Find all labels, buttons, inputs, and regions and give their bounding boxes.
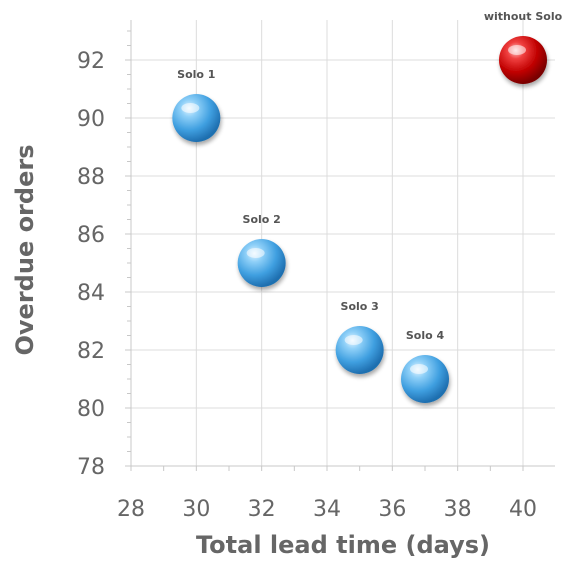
point-label: Solo 1 xyxy=(177,68,215,81)
axes xyxy=(125,20,555,471)
y-tick-label: 86 xyxy=(77,223,105,248)
point-marker xyxy=(335,326,384,374)
point-highlight xyxy=(508,45,526,55)
point-highlight xyxy=(410,364,428,374)
data-point xyxy=(401,355,449,403)
y-axis-title: Overdue orders xyxy=(11,145,39,356)
point-marker xyxy=(237,239,286,287)
data-point xyxy=(335,326,384,374)
point-highlight xyxy=(344,335,363,345)
data-point xyxy=(499,36,547,84)
x-tick-label: 30 xyxy=(182,497,210,522)
y-tick-label: 90 xyxy=(77,107,105,132)
x-tick-label: 36 xyxy=(378,497,406,522)
y-tick-label: 80 xyxy=(77,397,105,422)
y-tick-label: 78 xyxy=(77,455,105,480)
x-axis-title: Total lead time (days) xyxy=(196,531,490,559)
x-tick-label: 28 xyxy=(117,497,145,522)
x-tick-label: 38 xyxy=(444,497,472,522)
x-tick-label: 32 xyxy=(248,497,276,522)
point-marker xyxy=(172,94,221,142)
point-labels: Solo 1 Solo 2 Solo 3 Solo 4 without Solo xyxy=(177,10,562,342)
data-points xyxy=(172,36,547,403)
y-tick-label: 88 xyxy=(77,165,105,190)
data-point xyxy=(237,239,286,287)
point-marker xyxy=(401,355,449,403)
point-highlight xyxy=(181,103,200,113)
point-highlight xyxy=(246,248,265,258)
y-tick-label: 82 xyxy=(77,339,105,364)
x-tick-label: 34 xyxy=(313,497,341,522)
point-marker xyxy=(499,36,547,84)
y-tick-label: 92 xyxy=(77,49,105,74)
point-label: Solo 4 xyxy=(406,329,445,342)
y-tick-label: 84 xyxy=(77,281,105,306)
point-label: Solo 2 xyxy=(243,213,281,226)
tick-labels: 78 80 82 84 86 88 90 92 28 30 32 34 36 38 40 xyxy=(77,49,537,522)
point-label: Solo 3 xyxy=(341,300,379,313)
x-tick-label: 40 xyxy=(509,497,537,522)
gridlines xyxy=(131,20,555,466)
point-label: without Solo xyxy=(484,10,563,23)
data-point xyxy=(172,94,221,142)
